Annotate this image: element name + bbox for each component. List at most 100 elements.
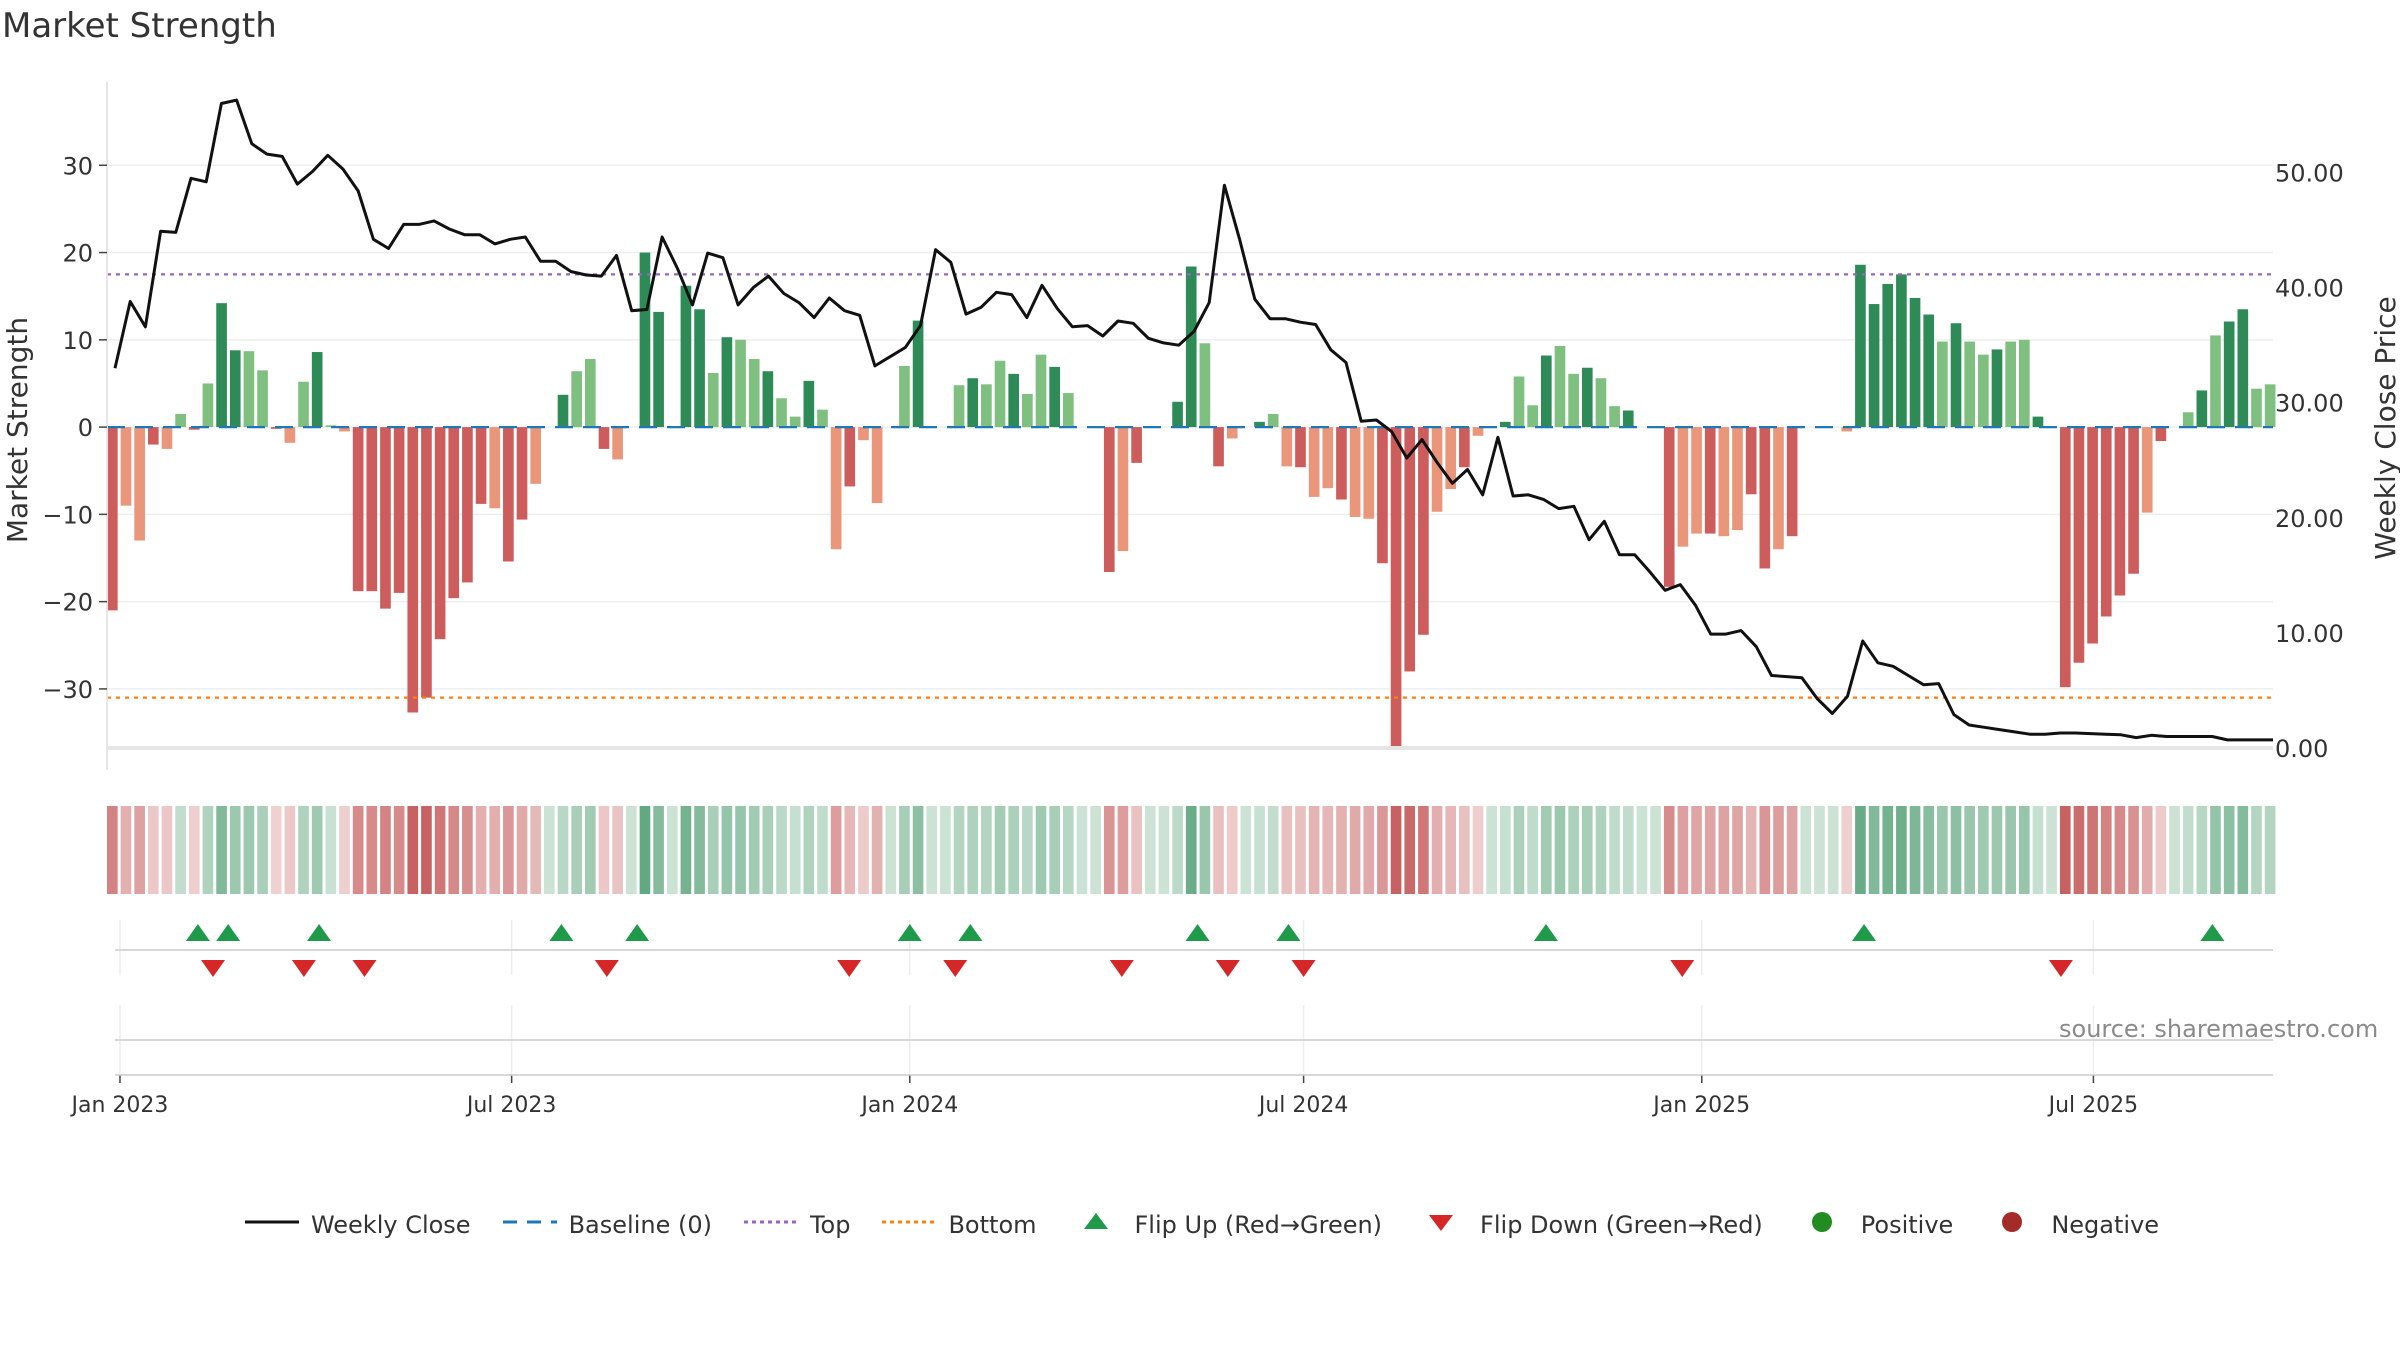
strength-heat-cell — [1363, 806, 1375, 894]
legend-item: Top — [740, 1207, 850, 1243]
strength-heat-cell — [462, 806, 473, 894]
strength-heat-cell — [1062, 806, 1074, 894]
strength-bar — [1363, 427, 1375, 519]
strength-heat-cell — [2264, 806, 2276, 894]
strength-heat-cell — [748, 806, 760, 894]
strength-bar — [1554, 345, 1566, 428]
flip-up-marker — [1276, 924, 1301, 941]
tick-label-x: Jan 2025 — [1651, 1093, 1750, 1118]
strength-heat-cell — [1008, 806, 1020, 894]
strength-heat-cell — [1937, 806, 1948, 894]
strength-bar — [503, 427, 514, 562]
tick-label-right: 10.00 — [2275, 620, 2344, 648]
legend-item: Flip Up (Red→Green) — [1065, 1207, 1382, 1243]
strength-heat-cell — [1650, 806, 1661, 894]
strength-heat-cell — [803, 806, 815, 894]
strength-heat-cell — [639, 806, 651, 894]
strength-heat-cell — [1459, 806, 1470, 894]
strength-heat-cell — [625, 806, 637, 894]
strength-heat-cell — [557, 806, 569, 894]
strength-heat-cell — [994, 806, 1006, 894]
circle-icon — [1791, 1207, 1861, 1243]
strength-bar — [1172, 401, 1183, 428]
strength-bar — [1213, 427, 1224, 467]
strength-heat-cell — [257, 806, 268, 894]
legend-item: Bottom — [878, 1207, 1037, 1243]
strength-bar — [2114, 427, 2126, 596]
strength-heat-cell — [707, 806, 719, 894]
strength-heat-cell — [1677, 806, 1689, 894]
strength-bar — [2005, 341, 2016, 428]
strength-heat-cell — [1267, 806, 1279, 894]
flip-up-marker — [1185, 924, 1210, 941]
strength-heat-cell — [1636, 806, 1648, 894]
strength-heat-cell — [2196, 806, 2208, 894]
tick-label-x: Jul 2025 — [2047, 1093, 2139, 1118]
strength-bar — [994, 360, 1006, 428]
strength-bar — [1923, 314, 1935, 428]
strength-bar — [2032, 416, 2044, 428]
strength-heat-cell — [1513, 806, 1525, 894]
strength-heat-cell — [981, 806, 992, 894]
strength-bar — [311, 352, 323, 428]
strength-bar — [953, 385, 965, 428]
strength-heat-cell — [1117, 806, 1129, 894]
legend-item: Flip Down (Green→Red) — [1410, 1207, 1763, 1243]
strength-bar — [776, 398, 787, 428]
strength-heat-cell — [311, 806, 323, 894]
tick-label-right: 50.00 — [2275, 160, 2344, 188]
strength-heat-cell — [1704, 806, 1716, 894]
strength-bar — [1008, 373, 1020, 428]
strength-heat-cell — [1240, 806, 1252, 894]
strength-heat-cell — [1923, 806, 1935, 894]
strength-heat-cell — [1732, 806, 1743, 894]
tick-label-left: −30 — [42, 676, 93, 704]
tick-label-left: 10 — [62, 327, 93, 355]
strength-bar — [2196, 390, 2208, 428]
legend-label: Negative — [2051, 1211, 2160, 1239]
strength-heat-cell — [1431, 806, 1443, 894]
strength-bar — [298, 381, 309, 428]
legend: Weekly Close Baseline (0) Top Bottom Flip Up… — [0, 1205, 2400, 1245]
strength-heat-cell — [1404, 806, 1416, 894]
strength-bar — [899, 366, 910, 428]
source-note: source: sharemaestro.com — [2059, 1015, 2379, 1043]
strength-heat-cell — [2237, 806, 2249, 894]
strength-heat-cell — [2100, 806, 2112, 894]
strength-heat-cell — [2018, 806, 2030, 894]
strength-bar — [1677, 427, 1689, 547]
strength-bar — [1431, 427, 1443, 512]
flip-down-marker — [1670, 960, 1695, 977]
strength-heat-cell — [2141, 806, 2153, 894]
strength-bar — [1964, 341, 1976, 428]
strength-bar — [1937, 341, 1948, 428]
strength-bar — [434, 427, 446, 640]
strength-heat-cell — [1418, 806, 1429, 894]
tick-label-left: 0 — [78, 414, 93, 442]
axes-layer: 30 20 10 0 −10 −20 −30 50.00 40.00 30.00 20.00 10.0… — [1, 82, 2400, 1118]
strength-heat-cell — [1691, 806, 1702, 894]
strength-heat-cell — [899, 806, 910, 894]
strength-heat-cell — [1090, 806, 1101, 894]
strength-heat-cell — [2182, 806, 2194, 894]
flip-up-marker — [958, 924, 983, 941]
strength-bar — [202, 383, 214, 428]
strength-bar — [1663, 427, 1675, 587]
strength-bar — [2210, 335, 2221, 428]
strength-heat-cell — [1527, 806, 1538, 894]
strength-heat-cell — [243, 806, 255, 894]
strength-heat-cell — [1786, 806, 1798, 894]
reference-lines — [107, 273, 2273, 699]
strength-heat-cell — [1663, 806, 1675, 894]
strength-bar — [1527, 405, 1538, 428]
legend-item: Weekly Close — [241, 1207, 471, 1243]
legend-label: Weekly Close — [310, 1211, 471, 1239]
strength-heat-cell — [1172, 806, 1183, 894]
strength-heat-cell — [1609, 806, 1620, 894]
strength-bar — [1540, 355, 1552, 428]
tick-label-left: −10 — [42, 501, 93, 529]
strength-heat-cell — [1445, 806, 1457, 894]
strength-bar — [912, 320, 924, 428]
strength-heat-cell — [1226, 806, 1238, 894]
strength-bar — [1185, 266, 1197, 428]
